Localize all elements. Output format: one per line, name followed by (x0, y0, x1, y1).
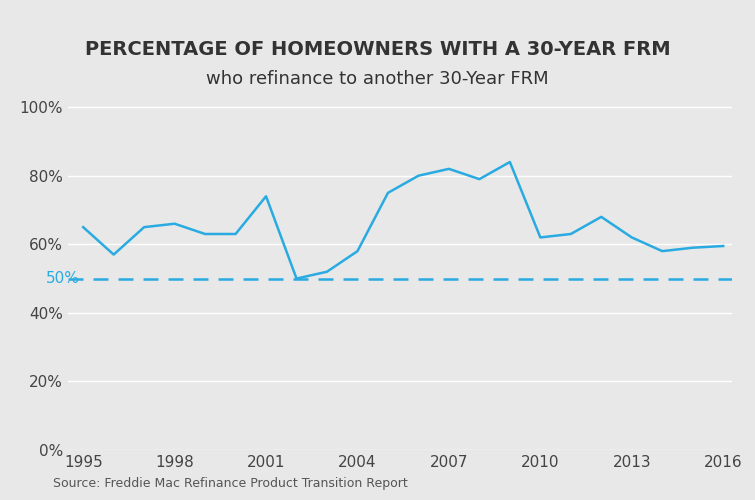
Text: Source: Freddie Mac Refinance Product Transition Report: Source: Freddie Mac Refinance Product Tr… (53, 477, 408, 490)
Text: 50%: 50% (46, 271, 80, 286)
Text: PERCENTAGE OF HOMEOWNERS WITH A 30-YEAR FRM: PERCENTAGE OF HOMEOWNERS WITH A 30-YEAR … (85, 40, 670, 59)
Text: who refinance to another 30-Year FRM: who refinance to another 30-Year FRM (206, 70, 549, 88)
